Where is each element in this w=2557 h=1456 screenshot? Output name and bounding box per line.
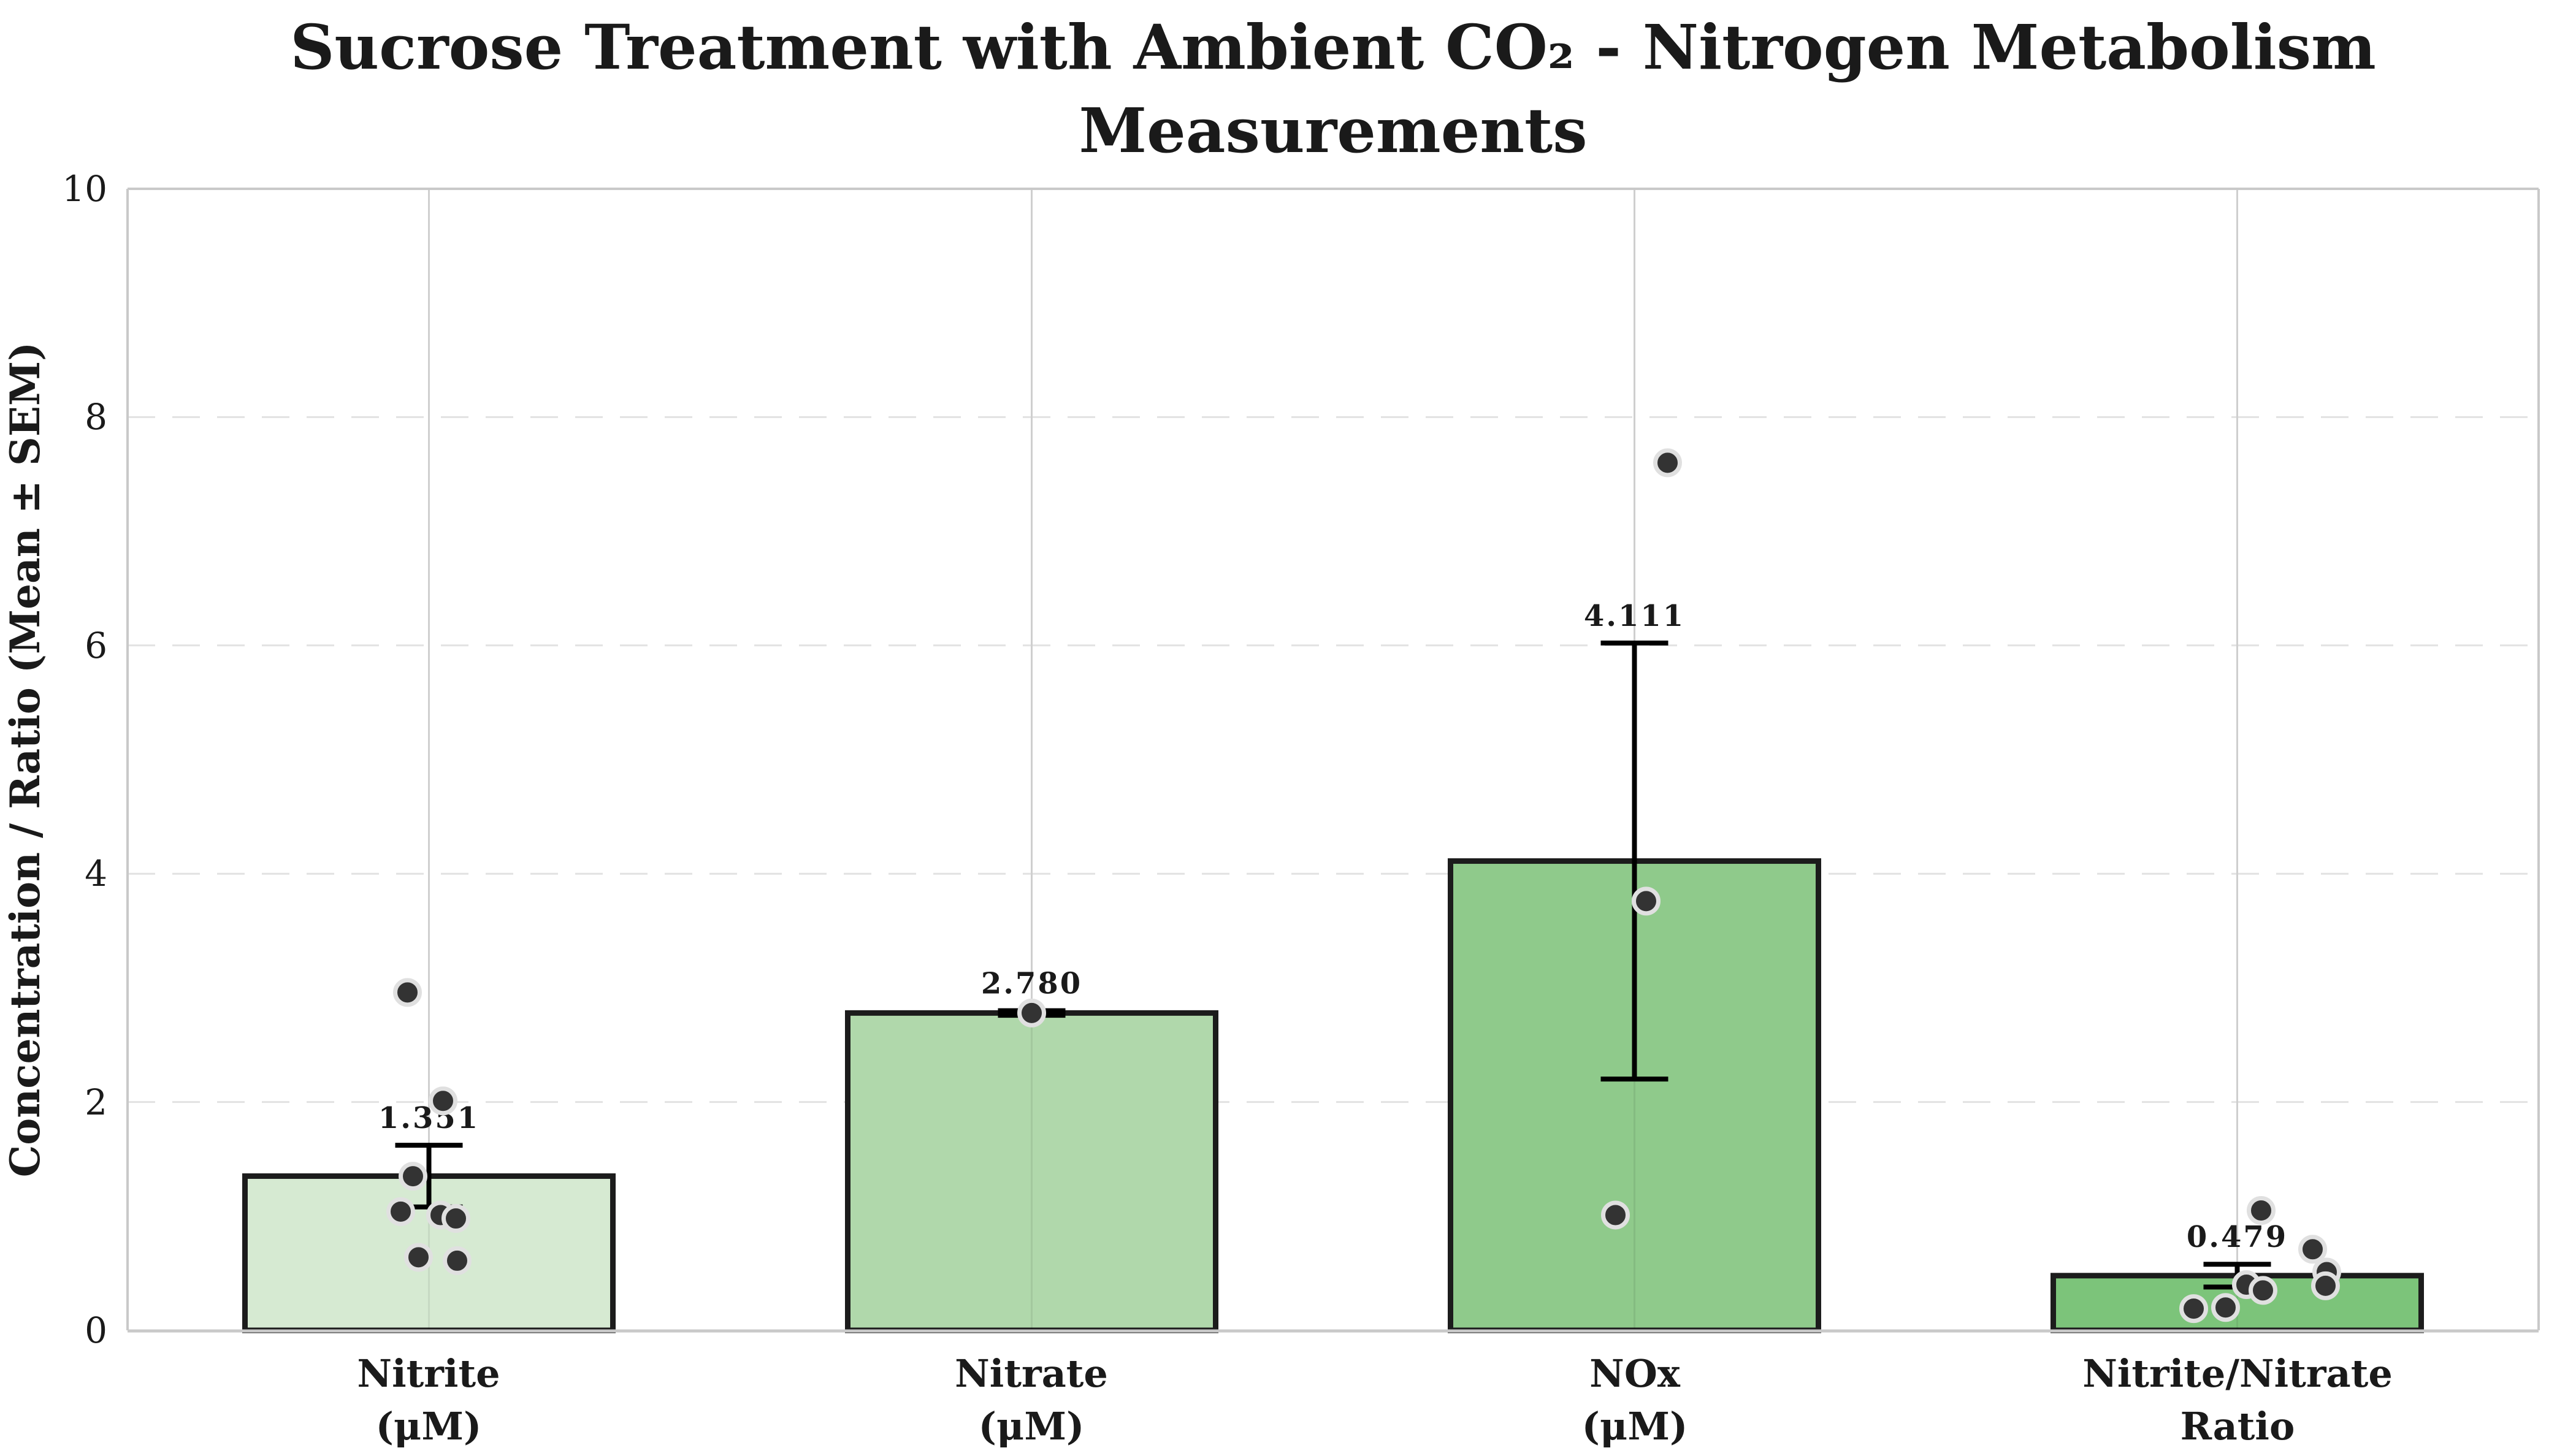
- y-tick-2: 2: [85, 1081, 107, 1123]
- y-tick-4: 4: [85, 853, 107, 894]
- bar-value-label-1: 2.780: [981, 967, 1082, 1001]
- data-point: [1653, 448, 1682, 478]
- y-tick-0: 0: [85, 1309, 107, 1351]
- y-tick-8: 8: [85, 396, 107, 438]
- x-label-nitrite-line2: (μM): [376, 1404, 482, 1449]
- errorbars-layer: [395, 640, 2271, 1290]
- x-category-labels: Nitrite (μM) Nitrate (μM) NOx (μM) Nitri…: [357, 1351, 2392, 1449]
- data-point: [2211, 1293, 2240, 1322]
- y-tick-6: 6: [85, 625, 107, 666]
- data-point: [443, 1246, 472, 1275]
- data-point: [2179, 1294, 2208, 1324]
- data-point: [2247, 1195, 2276, 1225]
- x-label-nitrite-line1: Nitrite: [357, 1351, 500, 1396]
- data-point: [399, 1162, 427, 1191]
- data-point: [1632, 886, 1661, 916]
- y-tick-labels: 0 2 4 6 8 10: [62, 168, 107, 1351]
- y-tick-10: 10: [62, 168, 107, 210]
- data-point: [404, 1243, 433, 1272]
- data-point: [393, 978, 422, 1007]
- x-label-ratio-line2: Ratio: [2181, 1404, 2295, 1449]
- data-point: [2311, 1271, 2340, 1300]
- x-label-ratio-line1: Nitrite/Nitrate: [2082, 1351, 2393, 1396]
- chart-title-line1: Sucrose Treatment with Ambient CO₂ - Nit…: [290, 11, 2376, 83]
- x-label-nitrate-line1: Nitrate: [955, 1351, 1108, 1396]
- gridlines-layer: [128, 189, 2539, 1330]
- bar-value-label-3: 0.479: [2187, 1220, 2288, 1254]
- y-axis-label: Concentration / Ratio (Mean ± SEM): [1, 342, 49, 1178]
- x-label-nox-line2: (μM): [1582, 1404, 1688, 1449]
- chart-title-line2: Measurements: [1079, 94, 1587, 167]
- data-point: [2249, 1276, 2277, 1305]
- plot-spines-layer: [126, 188, 2540, 1333]
- bars-layer: [242, 858, 2424, 1333]
- data-points-layer: [386, 448, 2341, 1324]
- x-label-nox-line1: NOx: [1589, 1351, 1681, 1396]
- data-point: [2298, 1235, 2327, 1264]
- x-label-nitrate-line2: (μM): [979, 1404, 1085, 1449]
- data-point: [386, 1197, 415, 1226]
- value-labels-layer: 1.351 2.780 4.111 0.479: [378, 599, 2288, 1254]
- data-point: [1017, 998, 1046, 1027]
- data-point: [429, 1086, 457, 1116]
- data-point: [441, 1204, 470, 1233]
- data-point: [1601, 1200, 1630, 1230]
- bar-value-label-2: 4.111: [1584, 599, 1685, 633]
- bar-value-label-0: 1.351: [378, 1101, 480, 1135]
